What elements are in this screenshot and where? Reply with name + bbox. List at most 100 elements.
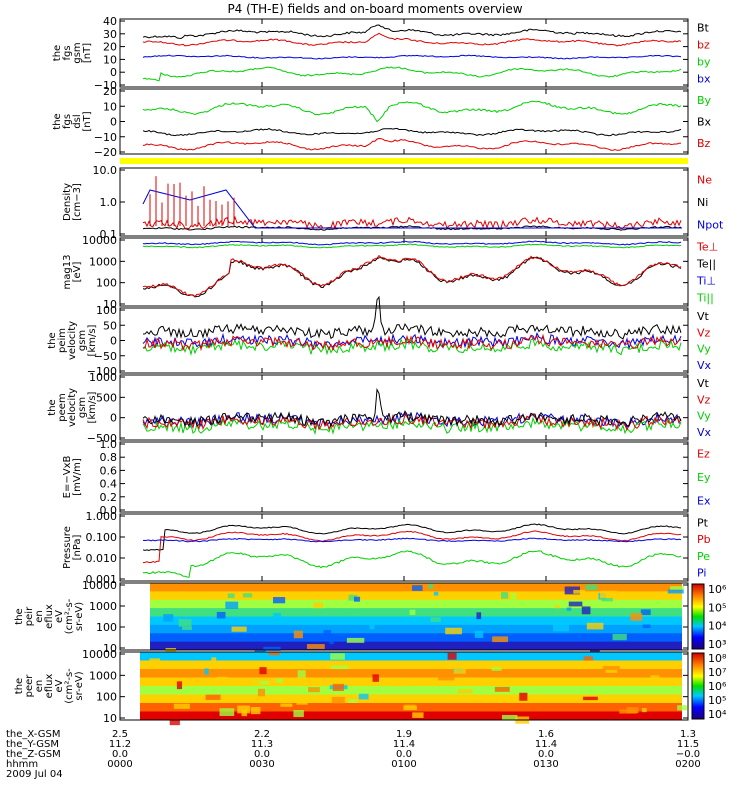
spectrogram-band [150,599,682,609]
spectrogram-patch [409,609,416,615]
spectrogram-patch [412,712,424,718]
spectrogram-band [150,641,682,651]
spectrogram-patch [331,665,349,670]
spectrogram-patch [348,594,358,601]
series-Pi [142,537,682,543]
spectrogram-patch [640,609,651,616]
ylabel-line: Density [62,183,73,221]
panel-peim_vel: thepeimvelocitygsm[km/s] 100 50 0 −50 −100 Vt V… [47,295,712,378]
spectrogram-patch [369,621,375,630]
ylabel-line: (cm²-s- [64,668,75,704]
ylabel-line: [km/s] [87,324,98,356]
ytick-label: 10 [103,100,117,113]
legend-Bz: Bz [697,137,711,150]
spectrogram-patch [641,707,647,713]
series-Te-perp [142,254,682,298]
orbit-footer: the_X-GSM 2.5 2.2 1.9 1.6 1.3 the_Y-GSM 11.2 11.… [6,729,701,780]
footer-value: 0200 [675,759,700,770]
spectrogram-patch [347,699,358,703]
ylabel-line: the [52,113,63,129]
series-Pe [143,550,682,578]
legend-Vy: Vy [697,410,711,423]
ylabel-line: sr-eV) [74,671,85,700]
spectrogram-patch [273,612,281,618]
spectrogram-patch [501,592,509,599]
spectrogram-patch [293,710,304,718]
ylabel-line: en [34,610,45,623]
spectrogram-patch [225,601,239,609]
footer-value: 0130 [533,759,558,770]
panel-frame [119,441,689,513]
ylabel-line: fgs [62,114,73,129]
spectrogram-patch [605,669,618,673]
series-Vt [142,387,682,429]
panel-frame [119,513,689,582]
ytick-label: 0.1 [100,228,118,241]
spectrogram-patch [176,681,183,690]
ylabel-line: eV [54,679,65,692]
ytick-label: 0.0 [100,504,118,517]
panel-temp: mag13[eV] 10000 1000 100 10 Te⊥ Te|| Ti⊥ Ti|| [62,234,718,311]
spectrogram-patch [332,683,344,692]
spectrogram-patch [163,614,174,622]
spectrogram-band [140,652,682,661]
spectrogram-patch [573,589,586,594]
spectrogram-patch [272,597,286,604]
ylabel-line: eflux [44,604,55,629]
footer-label: hhmm [6,759,38,770]
ylabel-line: peir [24,606,35,626]
spectrogram-patch [234,698,242,703]
colorbar-label: 10⁵ [708,601,726,614]
series-By [142,100,682,123]
spectrogram-patch [358,693,369,700]
series-Vy [142,416,682,435]
spectrogram-patch [554,605,560,609]
spectrogram-patch [636,704,644,710]
ylabel-line: fgs [62,45,73,60]
spectrogram-patch [391,611,400,617]
spectrogram-patch [178,619,192,627]
panel-frame [119,18,689,88]
spectrogram-patch [373,706,385,711]
ylabel-line: mag13 [62,255,73,290]
spectrogram-patch [242,593,253,598]
spectrogram-patch [173,703,190,709]
spectrogram-patch [428,583,434,589]
ytick-label: −10 [94,79,117,92]
spectrogram-patch [323,629,332,635]
series-Bt [142,24,682,40]
spectrogram-patch [642,624,651,629]
ytick-label: 10.0 [93,164,118,177]
ytick-label: 30 [103,28,117,41]
spectrogram-patch [601,597,613,602]
spectrogram-band [150,616,682,626]
spectrogram-patch [293,630,303,639]
footer-value: 0030 [249,759,274,770]
legend-Bx: Bx [697,116,712,129]
spectrogram-patch [436,611,452,615]
footer-value: 11.3 [251,739,273,750]
legend-Npot: Npot [697,219,724,232]
legend-Ey: Ey [697,471,711,484]
spectrogram-patch [612,633,627,641]
ytick-label: 1000 [89,371,117,384]
series-Bz [142,137,682,151]
spectrogram-patch [491,667,502,671]
panel-peir_eflux: thepeirenefluxeV(cm²-s-sr-eV) 10000 1000 10… [14,579,727,655]
colorbar [691,652,705,720]
spectrogram-patch [250,706,261,715]
spectrogram-patch [297,670,306,678]
ytick-label: 20 [103,41,117,54]
legend-Pi: Pi [697,567,706,580]
ytick-label: 1.0 [100,196,118,209]
footer-value: 0100 [391,759,416,770]
spectrogram-patch [334,716,342,720]
ylabel-peir_eflux: thepeirenefluxeV(cm²-s-sr-eV) [14,598,85,634]
ytick-label: 20 [103,85,117,98]
ytick-label: −10 [94,131,117,144]
spectrogram-patch [433,591,439,596]
footer-value: −0.0 [676,749,700,760]
spectrogram-patch [476,612,482,620]
panel-peem_vel: thepeemvelocitygsm[km/s] 1000 500 0 −500 Vt Vz… [47,371,712,445]
ytick-label: 0 [110,116,117,129]
